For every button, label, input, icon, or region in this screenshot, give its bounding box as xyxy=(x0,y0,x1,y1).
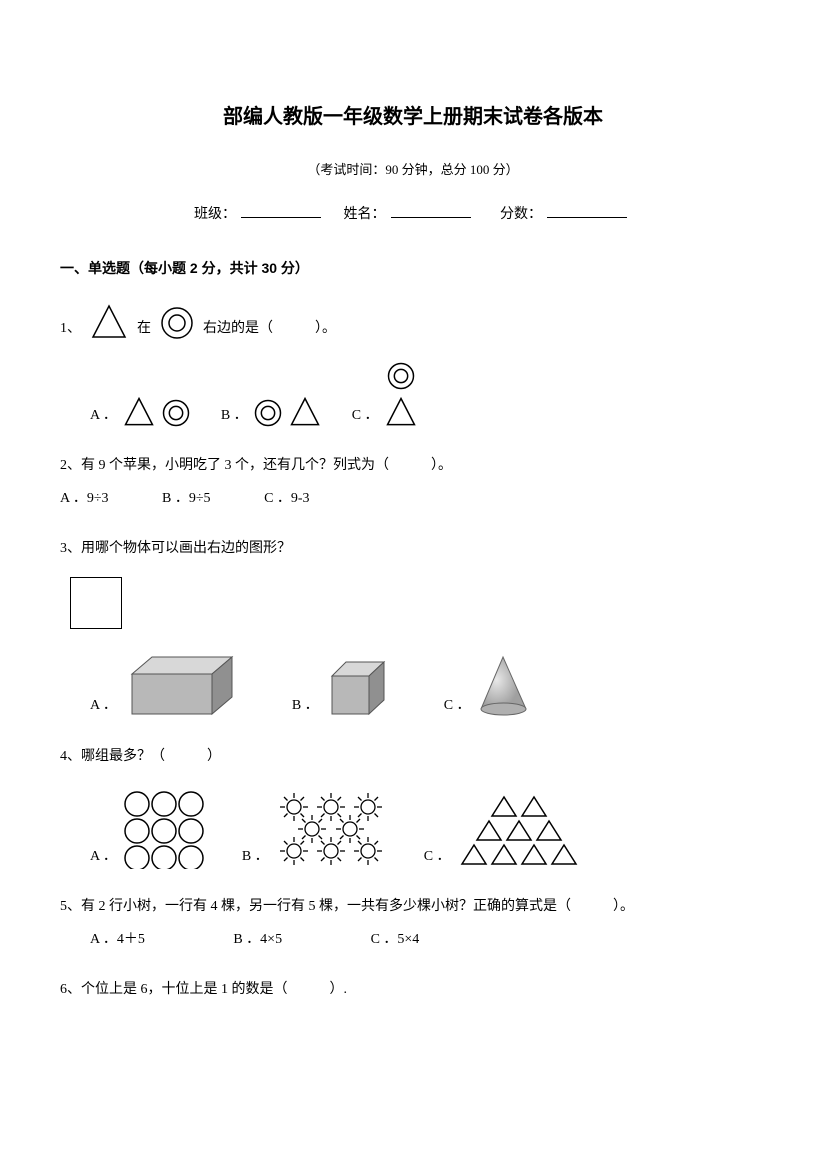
q2-option-c: C ．9-3 xyxy=(264,486,310,511)
q4-c-label: C ． xyxy=(424,844,451,869)
q3-option-c: C ． xyxy=(444,654,531,719)
q2-text: 2、有 9 个苹果，小明吃了 3 个，还有几个？列式为（ ）。 xyxy=(60,453,766,478)
q3-option-a: A ． xyxy=(90,649,242,719)
q1-mid: 在 xyxy=(137,316,151,341)
q1-num: 1、 xyxy=(60,316,81,341)
q3-option-b: B ． xyxy=(292,654,394,719)
class-label: 班级： xyxy=(194,207,236,222)
double-circle-icon xyxy=(386,361,416,391)
q4-a-label: A ． xyxy=(90,844,117,869)
suns-icon xyxy=(274,789,389,869)
question-3: 3、用哪个物体可以画出右边的图形？ A ． B ． C ． xyxy=(60,536,766,718)
q3-a-label: A ． xyxy=(90,693,117,718)
section-1-header: 一、单选题（每小题 2 分，共计 30 分） xyxy=(60,258,766,278)
cube-icon xyxy=(324,654,394,719)
q1-option-c: C ． xyxy=(352,361,418,428)
q4-text: 4、哪组最多？（ ） xyxy=(60,744,766,769)
triangle-icon xyxy=(288,396,322,428)
triangle-icon xyxy=(89,303,129,341)
name-blank[interactable] xyxy=(391,217,471,218)
circles-grid-icon xyxy=(122,789,207,869)
q5-option-c: C ．5×4 xyxy=(371,927,420,952)
square-shape xyxy=(70,577,122,629)
q2-option-a: A ．9÷3 xyxy=(60,486,109,511)
class-blank[interactable] xyxy=(241,217,321,218)
cuboid-icon xyxy=(122,649,242,719)
score-label: 分数： xyxy=(500,207,542,222)
q5-option-a: A ．4＋5 xyxy=(90,927,145,952)
cone-icon xyxy=(476,654,531,719)
q4-option-b: B ． xyxy=(242,789,389,869)
q4-b-label: B ． xyxy=(242,844,269,869)
q1-tail: 右边的是（ ）。 xyxy=(203,316,336,341)
q5-option-b: B ．4×5 xyxy=(233,927,282,952)
triangle-icon xyxy=(384,396,418,428)
page-title: 部编人教版一年级数学上册期末试卷各版本 xyxy=(60,100,766,129)
q1-c-label: C ． xyxy=(352,403,379,428)
triangles-icon xyxy=(456,794,586,869)
q3-c-label: C ． xyxy=(444,693,471,718)
q6-text: 6、个位上是 6，十位上是 1 的数是（ ）. xyxy=(60,977,766,1002)
student-info: 班级： 姓名： 分数： xyxy=(60,203,766,223)
q4-option-a: A ． xyxy=(90,789,207,869)
q1-option-b: B ． xyxy=(221,396,322,428)
q4-option-c: C ． xyxy=(424,794,586,869)
q2-option-b: B ．9÷5 xyxy=(162,486,211,511)
double-circle-icon xyxy=(253,398,283,428)
q3-b-label: B ． xyxy=(292,693,319,718)
q1-a-label: A ． xyxy=(90,403,117,428)
q3-text: 3、用哪个物体可以画出右边的图形？ xyxy=(60,536,766,561)
question-6: 6、个位上是 6，十位上是 1 的数是（ ）. xyxy=(60,977,766,1002)
question-1: 1、 在 右边的是（ ）。 A ． B ． C ． xyxy=(60,303,766,428)
q1-b-label: B ． xyxy=(221,403,248,428)
question-5: 5、有 2 行小树，一行有 4 棵，另一行有 5 棵，一共有多少棵小树？正确的算… xyxy=(60,894,766,952)
score-blank[interactable] xyxy=(547,217,627,218)
q1-option-a: A ． xyxy=(90,396,191,428)
question-4: 4、哪组最多？（ ） A ． B ． xyxy=(60,744,766,869)
double-circle-icon xyxy=(161,398,191,428)
double-circle-icon xyxy=(159,305,195,341)
name-label: 姓名： xyxy=(344,207,386,222)
q5-text: 5、有 2 行小树，一行有 4 棵，另一行有 5 棵，一共有多少棵小树？正确的算… xyxy=(60,894,766,919)
triangle-icon xyxy=(122,396,156,428)
exam-info: （考试时间：90 分钟，总分 100 分） xyxy=(60,159,766,178)
question-2: 2、有 9 个苹果，小明吃了 3 个，还有几个？列式为（ ）。 A ．9÷3 B… xyxy=(60,453,766,511)
